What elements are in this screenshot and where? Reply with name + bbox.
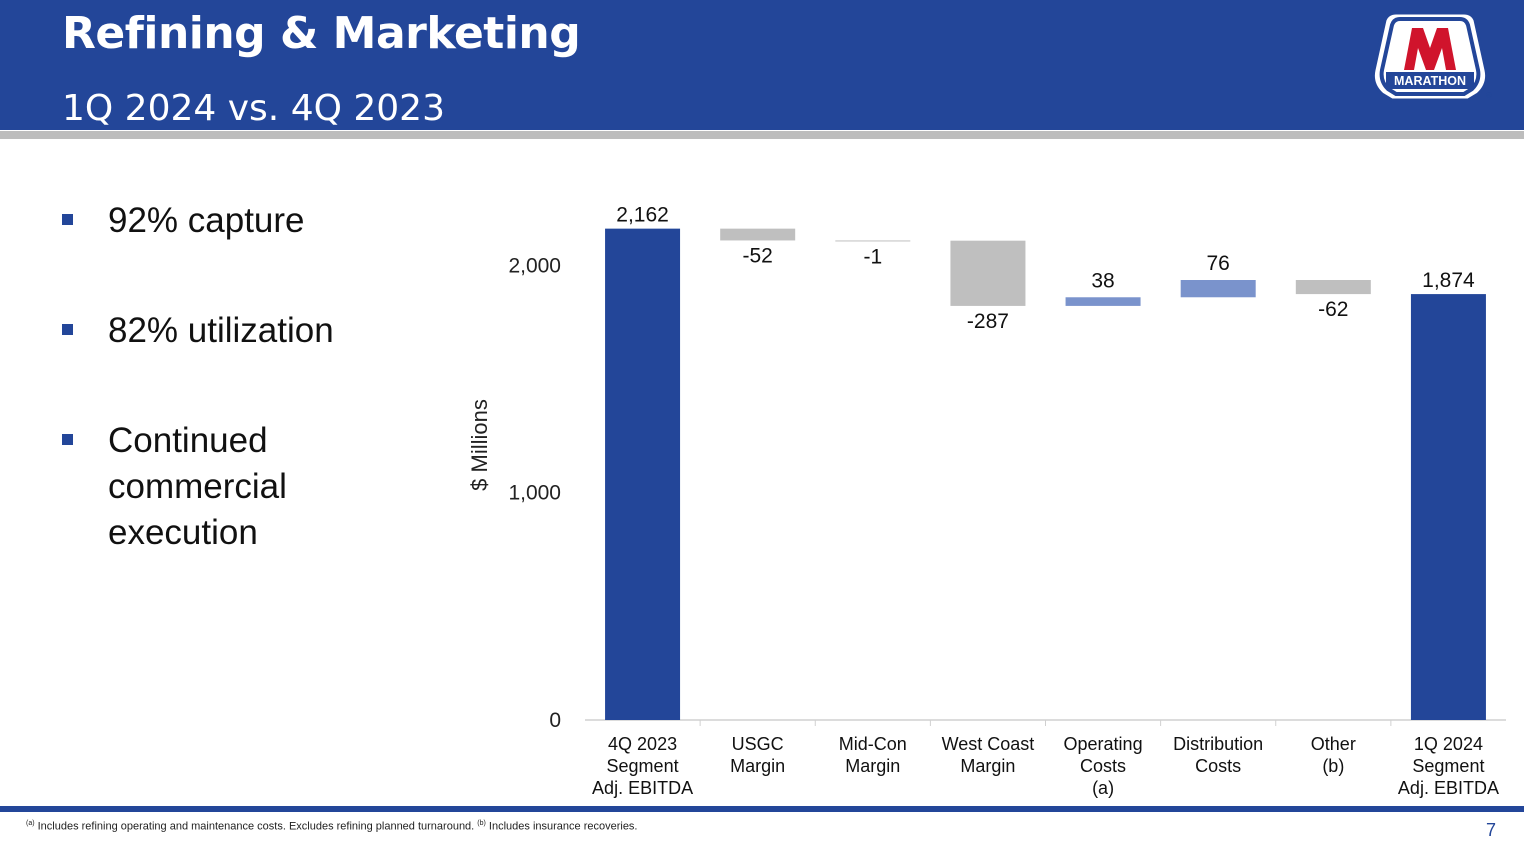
page-title: Refining & Marketing (62, 8, 581, 59)
x-tick-label: Operating Costs (a) (1064, 734, 1143, 798)
bullet-text: Continued commercial execution (108, 421, 287, 552)
x-tick-label-line: 1Q 2024 (1414, 734, 1483, 754)
x-tick-label-line: Operating (1064, 734, 1143, 754)
x-tick-label-line: West Coast (942, 734, 1035, 754)
x-tick-label-line: Distribution (1173, 734, 1263, 754)
bullet-item: 92% capture (60, 198, 420, 244)
footnote-b-mark: (b) (477, 820, 486, 827)
highlights-list: 92% capture 82% utilization Continued co… (60, 198, 420, 620)
x-tick-label-line: Costs (1195, 756, 1241, 776)
waterfall-bar (720, 228, 796, 241)
x-tick-label: Distribution Costs (1173, 734, 1263, 776)
x-tick-label-line: Margin (845, 756, 900, 776)
data-label: -287 (967, 310, 1009, 333)
x-tick-label-line: Costs (1080, 756, 1126, 776)
header-banner (0, 0, 1524, 130)
waterfall-bar (835, 240, 911, 242)
bullet-text: 92% capture (108, 201, 305, 240)
x-tick-label-line: (a) (1092, 778, 1114, 798)
data-label: 2,162 (616, 204, 669, 227)
waterfall-bar (1295, 280, 1371, 295)
x-tick-label-line: Margin (960, 756, 1015, 776)
logo-registered-mark: ® (1486, 91, 1492, 100)
waterfall-bar (1410, 294, 1486, 720)
x-tick-label-line: USGC (732, 734, 784, 754)
y-tick-label: 0 (549, 709, 561, 732)
x-tick-label-line: Adj. EBITDA (1398, 778, 1499, 798)
page-subtitle: 1Q 2024 vs. 4Q 2023 (62, 88, 445, 129)
data-label: -52 (743, 244, 773, 267)
x-tick-label-line: Adj. EBITDA (592, 778, 693, 798)
x-tick-label: USGC Margin (730, 734, 785, 776)
bullet-square-icon (62, 324, 73, 335)
data-label: -62 (1318, 298, 1348, 321)
x-tick-label-line: Segment (1412, 756, 1484, 776)
x-tick-label: 1Q 2024 Segment Adj. EBITDA (1398, 734, 1499, 798)
data-label: 1,874 (1422, 269, 1475, 292)
bullet-item: 82% utilization (60, 308, 420, 354)
data-label: 76 (1207, 252, 1230, 275)
x-tick-label-line: Margin (730, 756, 785, 776)
logo-text: MARATHON (1394, 74, 1466, 88)
x-tick-label-line: Other (1311, 734, 1356, 754)
footnote: (a) Includes refining operating and main… (26, 820, 638, 833)
waterfall-bar (950, 240, 1026, 306)
data-label: -1 (863, 245, 882, 268)
y-tick-label: 2,000 (508, 254, 561, 277)
x-tick-label: Mid-Con Margin (839, 734, 907, 776)
x-tick-label-line: Mid-Con (839, 734, 907, 754)
x-tick-label-line: (b) (1322, 756, 1344, 776)
y-axis-label: $ Millions (467, 399, 492, 491)
x-tick-label-line: Segment (607, 756, 679, 776)
x-tick-label-line: 4Q 2023 (608, 734, 677, 754)
footer-bar (0, 806, 1524, 812)
footnote-a-mark: (a) (26, 820, 35, 827)
waterfall-bar (1065, 297, 1141, 306)
bullet-square-icon (62, 214, 73, 225)
marathon-logo: MARATHON ® (1371, 11, 1492, 102)
page-number: 7 (1486, 820, 1497, 840)
x-tick-label: West Coast Margin (942, 734, 1035, 776)
data-label: 38 (1091, 269, 1114, 292)
x-tick-label: 4Q 2023 Segment Adj. EBITDA (592, 734, 693, 798)
waterfall-bar (605, 228, 681, 721)
header-divider (0, 131, 1524, 139)
waterfall-bar (1180, 280, 1256, 298)
y-tick-label: 1,000 (508, 482, 561, 505)
footnote-a-text: Includes refining operating and maintena… (34, 820, 478, 833)
bullet-square-icon (62, 434, 73, 445)
bullet-text: 82% utilization (108, 311, 334, 350)
bullet-item: Continued commercial execution (60, 418, 420, 556)
x-tick-label: Other (b) (1311, 734, 1356, 776)
footnote-b-text: Includes insurance recoveries. (485, 820, 638, 833)
